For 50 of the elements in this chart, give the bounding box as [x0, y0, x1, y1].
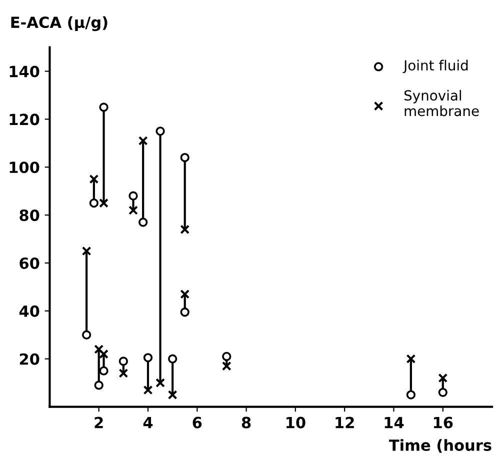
- point: [222, 361, 232, 371]
- x-tick-label: 10: [286, 416, 306, 428]
- y-tick-label: 100: [10, 162, 40, 174]
- point: [180, 308, 190, 317]
- point: [143, 385, 153, 395]
- y-tick-label: 140: [10, 66, 40, 78]
- legend-label: Joint fluid: [402, 60, 468, 74]
- x-tick-label: 14: [384, 416, 404, 428]
- x-tick-label: 2: [94, 416, 103, 428]
- legend-label: Synovial membrane: [404, 90, 479, 116]
- y-tick-label: 80: [20, 210, 40, 222]
- y-tick-label: 40: [19, 305, 40, 317]
- x-tick-label: 4: [143, 416, 153, 428]
- point: [99, 198, 108, 208]
- x-axis-title: Time (hours: [388, 439, 492, 453]
- point: [82, 246, 92, 256]
- point: [89, 174, 99, 184]
- point: [94, 380, 104, 390]
- point: [128, 206, 138, 215]
- point: [118, 368, 128, 378]
- point: [143, 353, 153, 362]
- point: [180, 224, 190, 234]
- y-axis-title: E-ACA (μ/g): [11, 16, 108, 32]
- y-tick-label: 20: [20, 353, 40, 365]
- y-tick-label: 120: [10, 114, 40, 126]
- point: [168, 390, 178, 400]
- point: [156, 126, 165, 136]
- point: [156, 378, 165, 388]
- x-tick-label: 16: [434, 416, 453, 428]
- point: [438, 388, 448, 397]
- point: [138, 136, 148, 146]
- point: [118, 356, 128, 366]
- y-tick-label: 60: [20, 257, 40, 270]
- point: [138, 218, 148, 227]
- point: [406, 354, 416, 364]
- x-tick-label: 6: [192, 416, 202, 428]
- point: [99, 102, 108, 112]
- point: [406, 390, 416, 400]
- point: [180, 289, 190, 299]
- x-tick-label: 12: [336, 416, 354, 428]
- x-tick-label: 8: [242, 416, 251, 428]
- point: [438, 373, 448, 383]
- point: [82, 330, 92, 340]
- point: [168, 354, 178, 364]
- point: [222, 352, 232, 362]
- point: [89, 198, 99, 208]
- point: [180, 152, 190, 162]
- point: [99, 349, 108, 359]
- point: [128, 191, 138, 200]
- point: [99, 366, 108, 376]
